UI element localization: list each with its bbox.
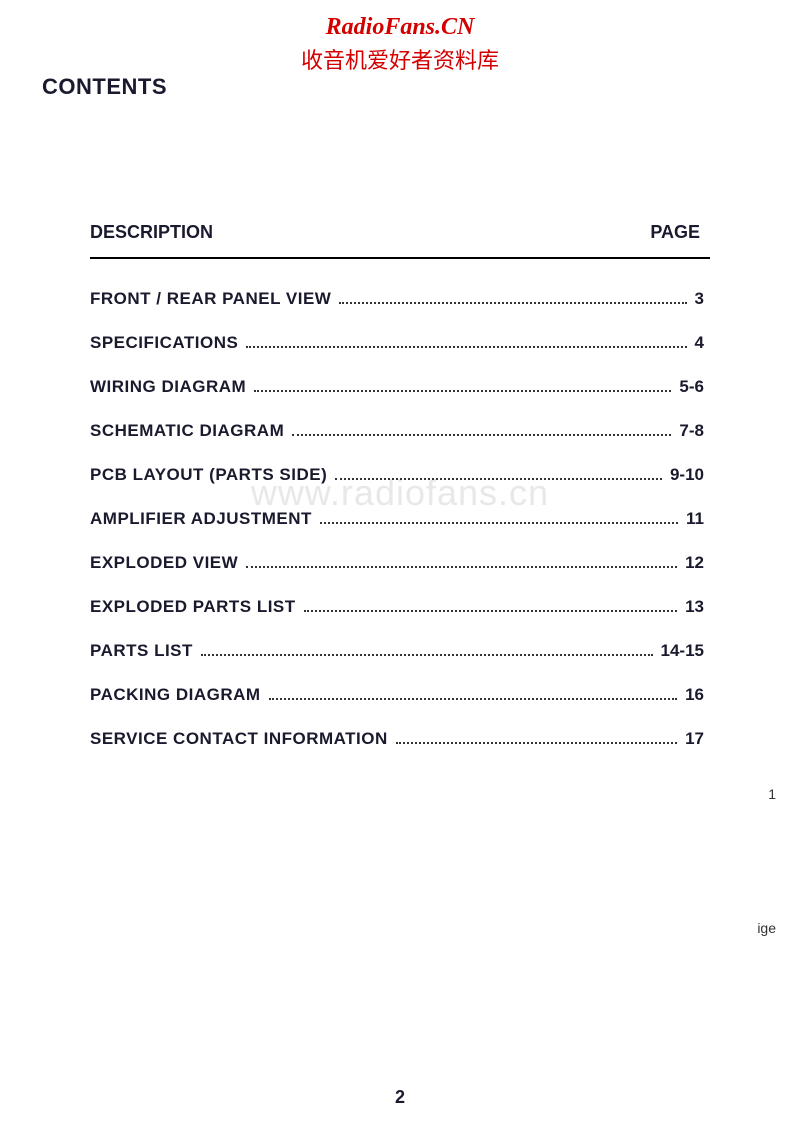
toc-page: 9-10 — [670, 465, 710, 485]
toc-header-page: PAGE — [650, 222, 700, 243]
watermark-subtitle: 收音机爱好者资料库 — [0, 43, 800, 75]
toc-leader — [246, 346, 686, 348]
toc-leader — [292, 434, 671, 436]
toc-row: SPECIFICATIONS 4 — [90, 333, 710, 353]
toc-row: AMPLIFIER ADJUSTMENT 11 — [90, 509, 710, 529]
toc-label: AMPLIFIER ADJUSTMENT — [90, 509, 312, 529]
toc-row: EXPLODED PARTS LIST 13 — [90, 597, 710, 617]
toc-leader — [396, 742, 677, 744]
toc-row: SERVICE CONTACT INFORMATION 17 — [90, 729, 710, 749]
toc-row: SCHEMATIC DIAGRAM 7-8 — [90, 421, 710, 441]
toc-leader — [201, 654, 653, 656]
toc-label: FRONT / REAR PANEL VIEW — [90, 289, 331, 309]
toc-page: 3 — [695, 289, 710, 309]
toc-row: PACKING DIAGRAM 16 — [90, 685, 710, 705]
toc-row: WIRING DIAGRAM 5-6 — [90, 377, 710, 397]
toc-page: 12 — [685, 553, 710, 573]
toc-leader — [339, 302, 686, 304]
toc-leader — [246, 566, 677, 568]
stray-fragment: ige — [757, 920, 776, 936]
toc-label: SCHEMATIC DIAGRAM — [90, 421, 284, 441]
toc-row: EXPLODED VIEW 12 — [90, 553, 710, 573]
watermark-url: RadioFans.CN — [0, 14, 800, 41]
toc-leader — [269, 698, 678, 700]
toc-leader — [320, 522, 678, 524]
toc-header-row: DESCRIPTION PAGE — [90, 222, 710, 243]
toc-divider — [90, 257, 710, 259]
toc-page: 14-15 — [661, 641, 710, 661]
table-of-contents: DESCRIPTION PAGE FRONT / REAR PANEL VIEW… — [90, 222, 710, 749]
toc-label: SPECIFICATIONS — [90, 333, 238, 353]
contents-heading: CONTENTS — [42, 74, 167, 100]
toc-page: 13 — [685, 597, 710, 617]
toc-leader — [254, 390, 671, 392]
toc-leader — [335, 478, 662, 480]
toc-label: PACKING DIAGRAM — [90, 685, 261, 705]
toc-page: 17 — [685, 729, 710, 749]
toc-page: 11 — [686, 509, 710, 529]
toc-label: SERVICE CONTACT INFORMATION — [90, 729, 388, 749]
toc-page: 16 — [685, 685, 710, 705]
toc-page: 5-6 — [679, 377, 710, 397]
toc-row: PCB LAYOUT (PARTS SIDE) 9-10 — [90, 465, 710, 485]
toc-label: EXPLODED VIEW — [90, 553, 238, 573]
toc-page: 4 — [695, 333, 710, 353]
toc-row: FRONT / REAR PANEL VIEW 3 — [90, 289, 710, 309]
stray-fragment: 1 — [768, 786, 776, 802]
toc-header-description: DESCRIPTION — [90, 222, 213, 243]
toc-page: 7-8 — [679, 421, 710, 441]
toc-row: PARTS LIST 14-15 — [90, 641, 710, 661]
toc-label: EXPLODED PARTS LIST — [90, 597, 296, 617]
page-number: 2 — [0, 1087, 800, 1108]
toc-label: WIRING DIAGRAM — [90, 377, 246, 397]
toc-label: PCB LAYOUT (PARTS SIDE) — [90, 465, 327, 485]
toc-leader — [304, 610, 677, 612]
toc-label: PARTS LIST — [90, 641, 193, 661]
watermark-header: RadioFans.CN 收音机爱好者资料库 — [0, 14, 800, 75]
